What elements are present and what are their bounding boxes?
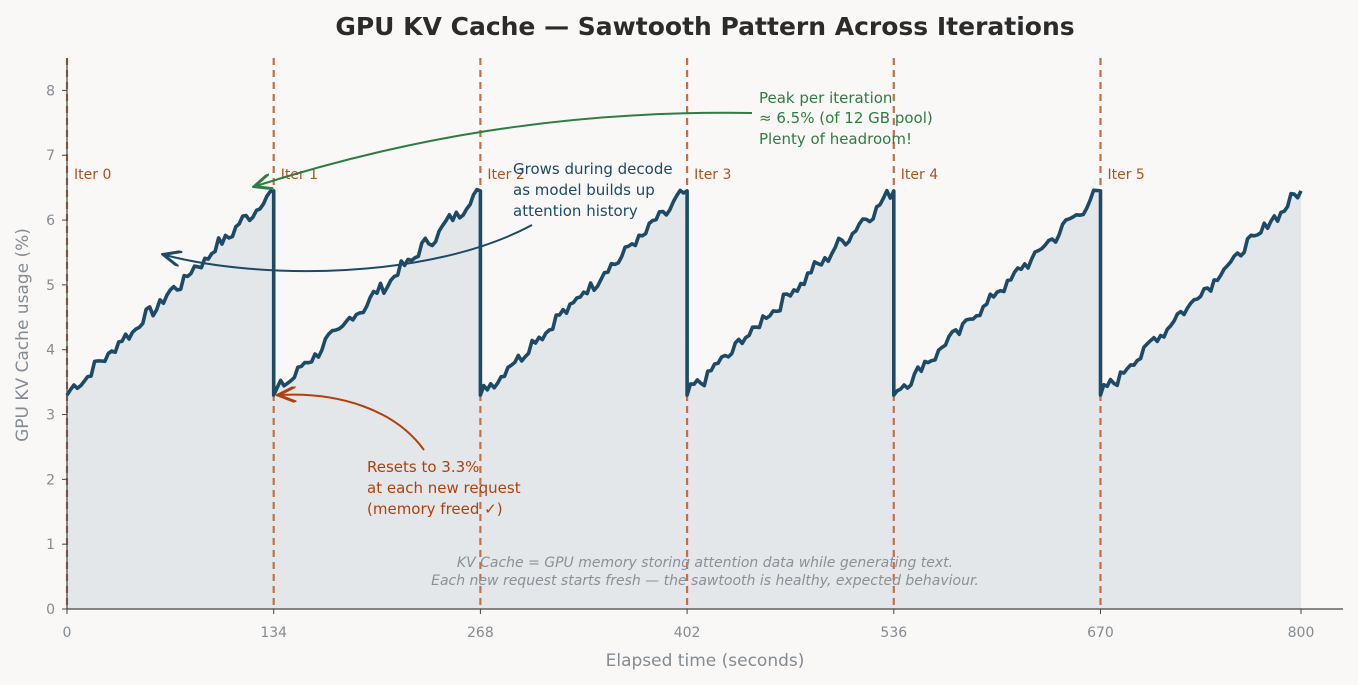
grows-line-3: attention history bbox=[513, 202, 638, 220]
footnote-line-2: Each new request starts fresh — the sawt… bbox=[431, 573, 979, 589]
y-tick-label: 5 bbox=[46, 278, 55, 294]
iteration-label: Iter 0 bbox=[74, 167, 111, 183]
iteration-label: Iter 3 bbox=[694, 167, 731, 183]
iteration-label: Iter 4 bbox=[901, 167, 938, 183]
grows-annotation: Grows during decode as model builds up a… bbox=[513, 160, 673, 220]
resets-line-2: at each new request bbox=[367, 479, 521, 497]
y-tick-label: 7 bbox=[46, 148, 55, 164]
y-tick-label: 3 bbox=[46, 408, 55, 424]
chart-title: GPU KV Cache — Sawtooth Pattern Across I… bbox=[335, 12, 1074, 41]
iteration-label: Iter 5 bbox=[1107, 167, 1144, 183]
x-tick-label: 0 bbox=[63, 625, 72, 641]
y-tick-label: 4 bbox=[46, 343, 55, 359]
grows-line-2: as model builds up bbox=[513, 181, 655, 199]
iteration-label: Iter 2 bbox=[487, 167, 524, 183]
peak-line-3: Plenty of headroom! bbox=[759, 130, 912, 148]
y-axis-title: GPU KV Cache usage (%) bbox=[13, 228, 33, 442]
x-tick-label: 536 bbox=[880, 625, 907, 641]
x-tick-label: 268 bbox=[467, 625, 494, 641]
series-line bbox=[65, 187, 1303, 397]
x-axis-title: Elapsed time (seconds) bbox=[606, 651, 805, 671]
y-tick-label: 2 bbox=[46, 472, 55, 488]
grows-line-1: Grows during decode bbox=[513, 160, 673, 178]
x-tick-label: 402 bbox=[674, 625, 701, 641]
x-tick-label: 800 bbox=[1288, 625, 1315, 641]
resets-arrow bbox=[280, 395, 425, 451]
peak-line-1: Peak per iteration bbox=[759, 89, 892, 107]
y-tick-label: 8 bbox=[46, 83, 55, 99]
footnote-line-1: KV Cache = GPU memory storing attention … bbox=[457, 555, 953, 571]
resets-line-3: (memory freed ✓) bbox=[367, 500, 503, 518]
iteration-labels: Iter 0 Iter 1 Iter 2 Iter 3 Iter 4 Iter 5 bbox=[74, 167, 1145, 183]
resets-annotation: Resets to 3.3% at each new request (memo… bbox=[367, 458, 521, 518]
resets-line-1: Resets to 3.3% bbox=[367, 458, 479, 476]
y-tick-label: 6 bbox=[46, 213, 55, 229]
peak-annotation: Peak per iteration ≈ 6.5% (of 12 GB pool… bbox=[759, 89, 933, 148]
y-ticks: 0 1 2 3 4 5 6 7 8 bbox=[46, 83, 67, 618]
grows-arrow bbox=[165, 224, 533, 273]
footnote: KV Cache = GPU memory storing attention … bbox=[431, 555, 979, 589]
y-tick-label: 0 bbox=[46, 602, 55, 618]
x-tick-label: 670 bbox=[1087, 625, 1114, 641]
x-ticks: 0 134 268 402 536 670 800 bbox=[63, 609, 1315, 641]
peak-line-2: ≈ 6.5% (of 12 GB pool) bbox=[759, 109, 933, 127]
area-fill bbox=[67, 189, 1301, 609]
x-tick-label: 134 bbox=[260, 625, 287, 641]
peak-arrow bbox=[256, 111, 753, 186]
plot-area bbox=[65, 58, 1303, 609]
y-tick-label: 1 bbox=[46, 537, 55, 553]
